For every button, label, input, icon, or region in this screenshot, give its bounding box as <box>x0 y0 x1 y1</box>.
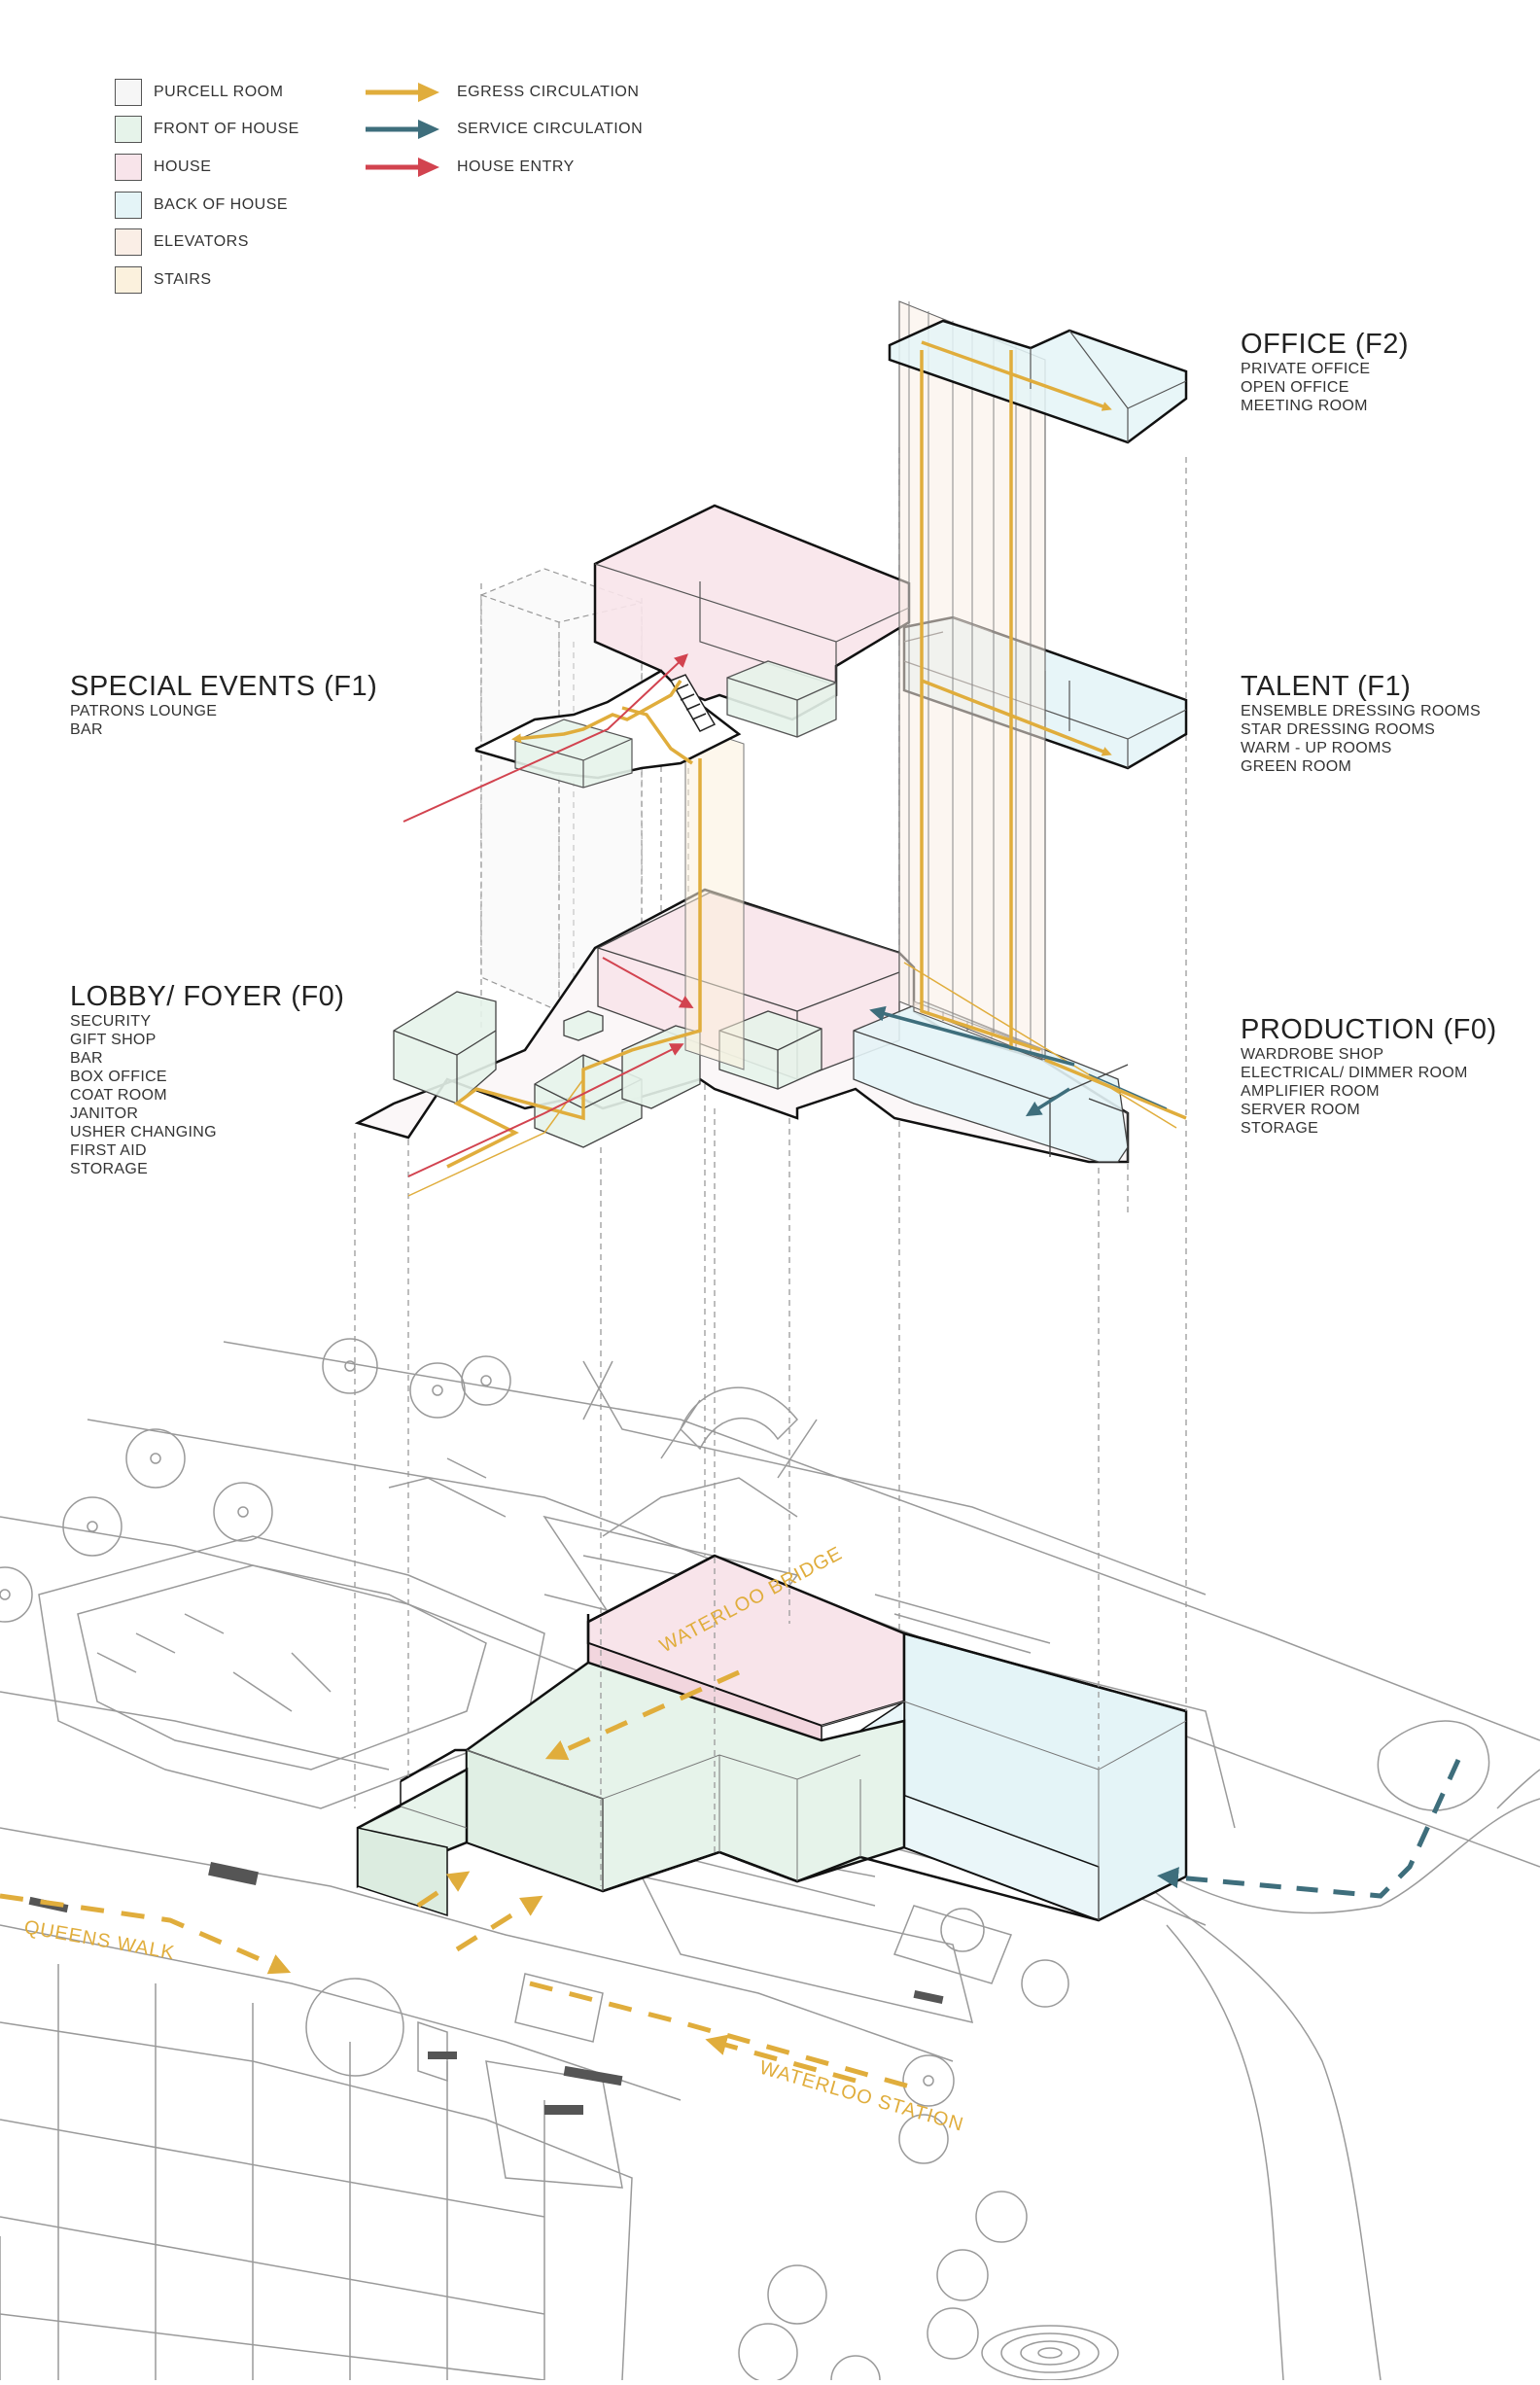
egress-circulation-thin <box>407 962 1177 1197</box>
room-item: GIFT SHOP <box>70 1032 157 1048</box>
legend-item-front-of-house: FRONT OF HOUSE <box>115 115 299 144</box>
queens-walk-label: QUEENS WALK <box>22 1916 176 1964</box>
legend-item-elevators: ELEVATORS <box>115 228 249 257</box>
elevators-swatch <box>115 228 142 256</box>
purcell-room-swatch <box>115 79 142 106</box>
legend-item-purcell-room: PURCELL ROOM <box>115 78 283 107</box>
room-item: STORAGE <box>1241 1120 1319 1137</box>
legend-item-egress: EGRESS CIRCULATION <box>364 78 639 107</box>
room-item: STAR DRESSING ROOMS <box>1241 721 1436 738</box>
house-entry-arrow-icon <box>366 158 439 177</box>
egress-arrow-icon <box>366 83 439 102</box>
f0-stairs-tower <box>684 723 745 1070</box>
room-item: PATRONS LOUNGE <box>70 703 218 719</box>
floor-title: LOBBY/ FOYER (F0) <box>70 981 345 1012</box>
room-item: MEETING ROOM <box>1241 398 1368 414</box>
legend-label: SERVICE CIRCULATION <box>457 121 644 137</box>
talent-f1-label: TALENT (F1) ENSEMBLE DRESSING ROOMS STAR… <box>1241 671 1481 776</box>
room-item: USHER CHANGING <box>70 1124 217 1140</box>
room-item: ENSEMBLE DRESSING ROOMS <box>1241 703 1481 719</box>
room-item: SECURITY <box>70 1013 152 1030</box>
room-item: OPEN OFFICE <box>1241 379 1349 396</box>
legend-item-stairs: STAIRS <box>115 265 212 295</box>
legend-label: FRONT OF HOUSE <box>154 121 299 137</box>
room-item: PRIVATE OFFICE <box>1241 361 1371 377</box>
legend-label: PURCELL ROOM <box>154 84 284 100</box>
front-of-house-swatch <box>115 116 142 143</box>
floor-title: OFFICE (F2) <box>1241 329 1410 360</box>
stairs-swatch <box>115 266 142 294</box>
legend-label: STAIRS <box>154 271 212 288</box>
room-item: WARM - UP ROOMS <box>1241 740 1392 756</box>
room-item: COAT ROOM <box>70 1087 167 1104</box>
house-swatch <box>115 154 142 181</box>
production-f0-label: PRODUCTION (F0) WARDROBE SHOP ELECTRICAL… <box>1241 1014 1497 1138</box>
room-item: BOX OFFICE <box>70 1069 167 1085</box>
room-item: AMPLIFIER ROOM <box>1241 1083 1380 1100</box>
office-f2-label: OFFICE (F2) PRIVATE OFFICE OPEN OFFICE M… <box>1241 329 1409 415</box>
room-item: FIRST AID <box>70 1142 147 1159</box>
lobby-foyer-f0-label: LOBBY/ FOYER (F0) SECURITY GIFT SHOP BAR… <box>70 981 344 1178</box>
legend-label: EGRESS CIRCULATION <box>457 84 640 100</box>
f1-foh-block <box>726 660 837 738</box>
service-circulation-paths <box>869 1005 1168 1117</box>
floor-title: TALENT (F1) <box>1241 671 1412 702</box>
room-item: SERVER ROOM <box>1241 1102 1361 1118</box>
legend-item-house: HOUSE <box>115 153 211 182</box>
purcell-room-ghost <box>480 568 643 1012</box>
f2-office-lines <box>1030 330 1187 442</box>
service-ground-dashes <box>1157 1758 1461 1899</box>
egress-ground-dashes <box>0 1669 925 2093</box>
ground-massing <box>356 1554 1188 1922</box>
room-item: WARDROBE SHOP <box>1241 1046 1384 1063</box>
legend-label: ELEVATORS <box>154 233 249 250</box>
room-item: JANITOR <box>70 1105 139 1122</box>
back-of-house-swatch <box>115 192 142 219</box>
site-stairs <box>28 1861 944 2115</box>
legend-label: BACK OF HOUSE <box>154 196 289 213</box>
legend-label: HOUSE <box>154 158 212 175</box>
floor-title: SPECIAL EVENTS (F1) <box>70 671 378 702</box>
house-entry-paths <box>402 653 694 1177</box>
special-events-f1-label: SPECIAL EVENTS (F1) PATRONS LOUNGE BAR <box>70 671 377 739</box>
vertical-core-lines <box>908 301 1032 1052</box>
room-item: ELECTRICAL/ DIMMER ROOM <box>1241 1065 1468 1081</box>
floor-title: PRODUCTION (F0) <box>1241 1014 1497 1045</box>
legend-item-house-entry: HOUSE ENTRY <box>364 153 575 182</box>
legend-item-back-of-house: BACK OF HOUSE <box>115 191 288 220</box>
room-item: BAR <box>70 721 103 738</box>
egress-circulation-paths <box>446 340 1187 1169</box>
waterloo-station-label: WATERLOO STATION <box>757 2057 966 2136</box>
f1-stair <box>669 674 717 732</box>
legend-label: HOUSE ENTRY <box>457 158 575 175</box>
service-arrow-icon <box>366 120 439 139</box>
legend-item-service: SERVICE CIRCULATION <box>364 115 643 144</box>
room-item: BAR <box>70 1050 103 1067</box>
room-item: GREEN ROOM <box>1241 758 1352 775</box>
room-item: STORAGE <box>70 1161 149 1177</box>
